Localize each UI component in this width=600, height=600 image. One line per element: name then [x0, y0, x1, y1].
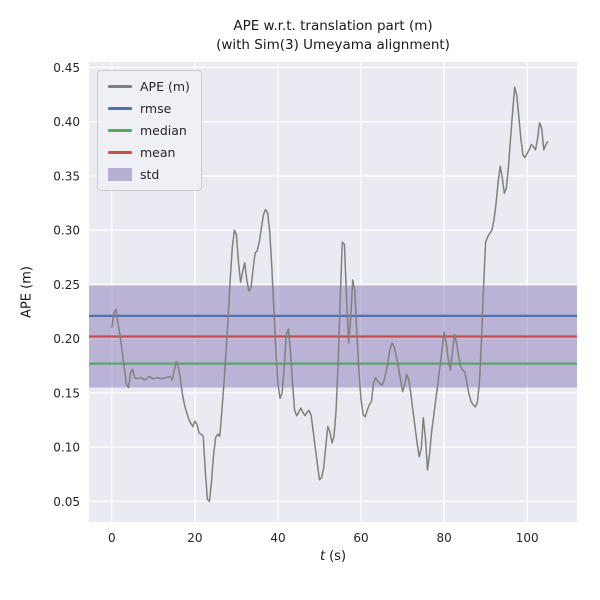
y-tick-label: 0.40	[53, 115, 80, 129]
y-tick-label: 0.15	[53, 386, 80, 400]
x-tick-label: 60	[353, 531, 368, 545]
y-tick-label: 0.30	[53, 224, 80, 238]
legend-label-std: std	[140, 167, 160, 182]
legend: APE (m) rmse median mean std	[97, 70, 202, 191]
y-tick-label: 0.05	[53, 495, 80, 509]
y-tick-label: 0.10	[53, 441, 80, 455]
y-tick-label: 0.35	[53, 169, 80, 183]
ape-series-line	[111, 86, 549, 503]
legend-swatch-median	[108, 129, 132, 132]
legend-item-std: std	[108, 167, 190, 182]
x-axis-label-unit: (s)	[329, 549, 347, 564]
legend-item-mean: mean	[108, 145, 190, 160]
x-tick-label: 40	[270, 531, 285, 545]
x-tick-label: 0	[108, 531, 116, 545]
y-tick-label: 0.25	[53, 278, 80, 292]
legend-swatch-mean	[108, 151, 132, 154]
legend-item-rmse: rmse	[108, 101, 190, 116]
x-axis-label-var: t	[319, 549, 326, 564]
legend-label-mean: mean	[140, 145, 176, 160]
legend-label-median: median	[140, 123, 187, 138]
chart-title: APE w.r.t. translation part (m)	[233, 18, 433, 34]
y-tick-label: 0.45	[53, 61, 80, 75]
chart-title-block: APE w.r.t. translation part (m) (with Si…	[89, 17, 577, 55]
legend-item-ape: APE (m)	[108, 79, 190, 94]
legend-swatch-rmse	[108, 107, 132, 110]
legend-label-ape: APE (m)	[140, 79, 190, 94]
x-tick-label: 20	[187, 531, 202, 545]
x-axis-label: t (s)	[320, 549, 346, 564]
y-tick-label: 0.20	[53, 332, 80, 346]
legend-swatch-ape	[108, 85, 132, 88]
legend-label-rmse: rmse	[140, 101, 172, 116]
x-tick-label: 80	[436, 531, 451, 545]
x-tick-label: 100	[516, 531, 539, 545]
chart-subtitle: (with Sim(3) Umeyama alignment)	[216, 37, 450, 53]
legend-item-median: median	[108, 123, 190, 138]
legend-swatch-std	[108, 168, 132, 181]
